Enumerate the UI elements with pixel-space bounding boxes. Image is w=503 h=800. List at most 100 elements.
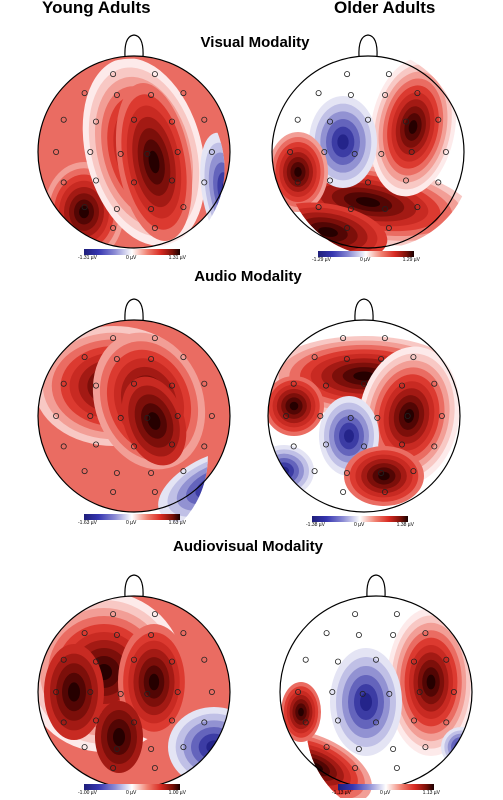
electrode-marker	[131, 116, 138, 123]
electrode-marker	[131, 443, 138, 450]
positive-region	[68, 682, 80, 702]
positive-region	[113, 728, 125, 746]
electrode-marker	[168, 118, 175, 125]
colorbar-max-label: 1.31 µV	[168, 255, 186, 261]
electrode-marker	[208, 149, 215, 156]
electrode-marker	[131, 719, 138, 726]
electrode-marker	[151, 611, 158, 618]
electrode-marker	[355, 745, 362, 752]
electrode-marker	[87, 413, 94, 420]
electrode-marker	[414, 204, 421, 211]
electrode-marker	[435, 179, 442, 186]
electrode-marker	[323, 382, 330, 389]
positive-region	[403, 409, 415, 423]
electrode-marker	[60, 656, 67, 663]
electrode-marker	[382, 205, 389, 212]
electrode-marker	[148, 205, 155, 212]
colorbar-min-label: -1.00 µV	[78, 790, 98, 796]
electrode-marker	[335, 717, 342, 724]
electrode-marker	[113, 469, 120, 476]
electrode-marker	[365, 116, 372, 123]
electrode-marker	[81, 468, 88, 475]
nose-marker	[358, 34, 378, 58]
colorbar-min-label: -1.31 µV	[78, 255, 98, 261]
electrode-marker	[174, 413, 181, 420]
colorbar-min-label: -1.63 µV	[78, 520, 98, 526]
electrode-marker	[327, 118, 334, 125]
audiovisual-modality-title: Audiovisual Modality	[172, 538, 324, 555]
electrode-marker	[410, 468, 417, 475]
electrode-marker	[287, 149, 294, 156]
electrode-marker	[208, 413, 215, 420]
electrode-marker	[335, 658, 342, 665]
electrode-marker	[208, 689, 215, 696]
electrode-marker	[151, 71, 158, 78]
electrode-marker	[361, 443, 368, 450]
electrode-marker	[343, 356, 350, 363]
colorbar-audio-young: -1.63 µV 0 µV 1.63 µV	[78, 514, 186, 526]
electrode-marker	[327, 177, 334, 184]
negative-region	[454, 740, 468, 754]
colorbar-min-label: -1.38 µV	[306, 522, 326, 528]
topomap-audio-young	[37, 298, 240, 522]
colorbar-max-label: 1.00 µV	[168, 790, 186, 796]
electrode-marker	[290, 443, 297, 450]
negative-region	[457, 743, 465, 751]
negative-region	[198, 733, 230, 761]
young-adults-header: Young Adults	[42, 0, 151, 17]
electrode-marker	[180, 354, 187, 361]
electrode-marker	[443, 719, 450, 726]
positive-region	[294, 167, 302, 177]
positive-region	[298, 707, 304, 717]
electrode-marker	[382, 92, 389, 99]
head-outline	[37, 319, 231, 513]
electrode-marker	[329, 689, 336, 696]
nose-marker	[124, 34, 144, 58]
electrode-marker	[53, 689, 60, 696]
negative-region	[269, 458, 299, 484]
colorbar-max-label: 1.13 µV	[422, 790, 440, 796]
electrode-marker	[110, 488, 117, 495]
electrode-marker	[60, 719, 67, 726]
electrode-marker	[53, 149, 60, 156]
negative-region	[344, 429, 354, 443]
electrode-marker	[323, 441, 330, 448]
electrode-marker	[117, 150, 124, 157]
electrode-marker	[168, 441, 175, 448]
electrode-marker	[390, 632, 397, 639]
electrode-marker	[60, 116, 67, 123]
electrode-marker	[410, 717, 417, 724]
colorbar-max-label: 1.38 µV	[396, 522, 414, 528]
electrode-marker	[302, 719, 309, 726]
electrode-marker	[131, 380, 138, 387]
electrode-marker	[144, 414, 151, 421]
electrode-marker	[317, 413, 324, 420]
electrode-marker	[180, 630, 187, 637]
electrode-marker	[151, 335, 158, 342]
electrode-marker	[81, 354, 88, 361]
colorbar-audiovisual-older: -1.13 µV 0 µV 1.13 µV	[332, 784, 440, 796]
electrode-marker	[60, 443, 67, 450]
electrode-marker	[93, 118, 100, 125]
electrode-marker	[381, 335, 388, 342]
electrode-marker	[373, 719, 380, 726]
electrode-marker	[110, 335, 117, 342]
electrode-marker	[151, 488, 158, 495]
electrode-marker	[110, 71, 117, 78]
audio-modality-title: Audio Modality	[194, 268, 302, 285]
electrode-marker	[87, 689, 94, 696]
colorbar-visual-older: -1.29 µV 0 µV 1.29 µV	[312, 251, 420, 263]
nose-marker	[124, 298, 144, 322]
electrode-marker	[93, 717, 100, 724]
colorbar-mid-label: 0 µV	[126, 520, 137, 526]
colorbar-mid-label: 0 µV	[126, 255, 137, 261]
topomap-visual-older	[265, 34, 474, 258]
electrode-marker	[381, 488, 388, 495]
electrode-marker	[302, 656, 309, 663]
electrode-marker	[393, 764, 400, 771]
electrode-marker	[148, 356, 155, 363]
electrode-marker	[81, 204, 88, 211]
positive-region	[353, 371, 375, 381]
colorbar-min-label: -1.29 µV	[312, 257, 332, 263]
colorbar-max-label: 1.29 µV	[402, 257, 420, 263]
